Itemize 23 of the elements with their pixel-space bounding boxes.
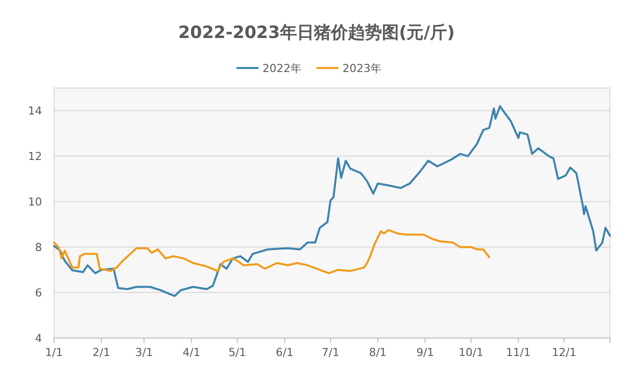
y-tick-label: 8: [35, 241, 42, 254]
x-tick-label: 2/1: [92, 346, 110, 359]
line-series: [53, 229, 490, 274]
x-tick-label: 8/1: [368, 346, 387, 359]
x-tick-label: 4/1: [182, 346, 200, 359]
legend-label: 2023年: [342, 62, 382, 75]
y-tick-label: 14: [28, 104, 42, 118]
x-tick-label: 7/1: [322, 346, 340, 359]
chart-title: 2022-2023年日猪价趋势图(元/斤): [178, 23, 455, 43]
x-tick-label: 11/1: [506, 346, 531, 359]
x-tick-label: 6/1: [276, 346, 294, 359]
y-tick-label: 6: [35, 286, 42, 300]
x-tick-label: 1/1: [45, 346, 63, 359]
y-tick-label: 12: [28, 150, 42, 164]
y-tick-label: 10: [28, 196, 42, 209]
line-series: [53, 105, 611, 297]
x-tick-label: 10/1: [458, 346, 484, 359]
x-tick-label: 9/1: [416, 346, 434, 359]
legend-label: 2022年: [262, 62, 302, 75]
x-tick-label: 5/1: [228, 346, 246, 359]
y-tick-label: 4: [35, 332, 42, 345]
x-tick-label: 3/1: [135, 346, 153, 359]
x-tick-label: 12/1: [552, 346, 577, 359]
